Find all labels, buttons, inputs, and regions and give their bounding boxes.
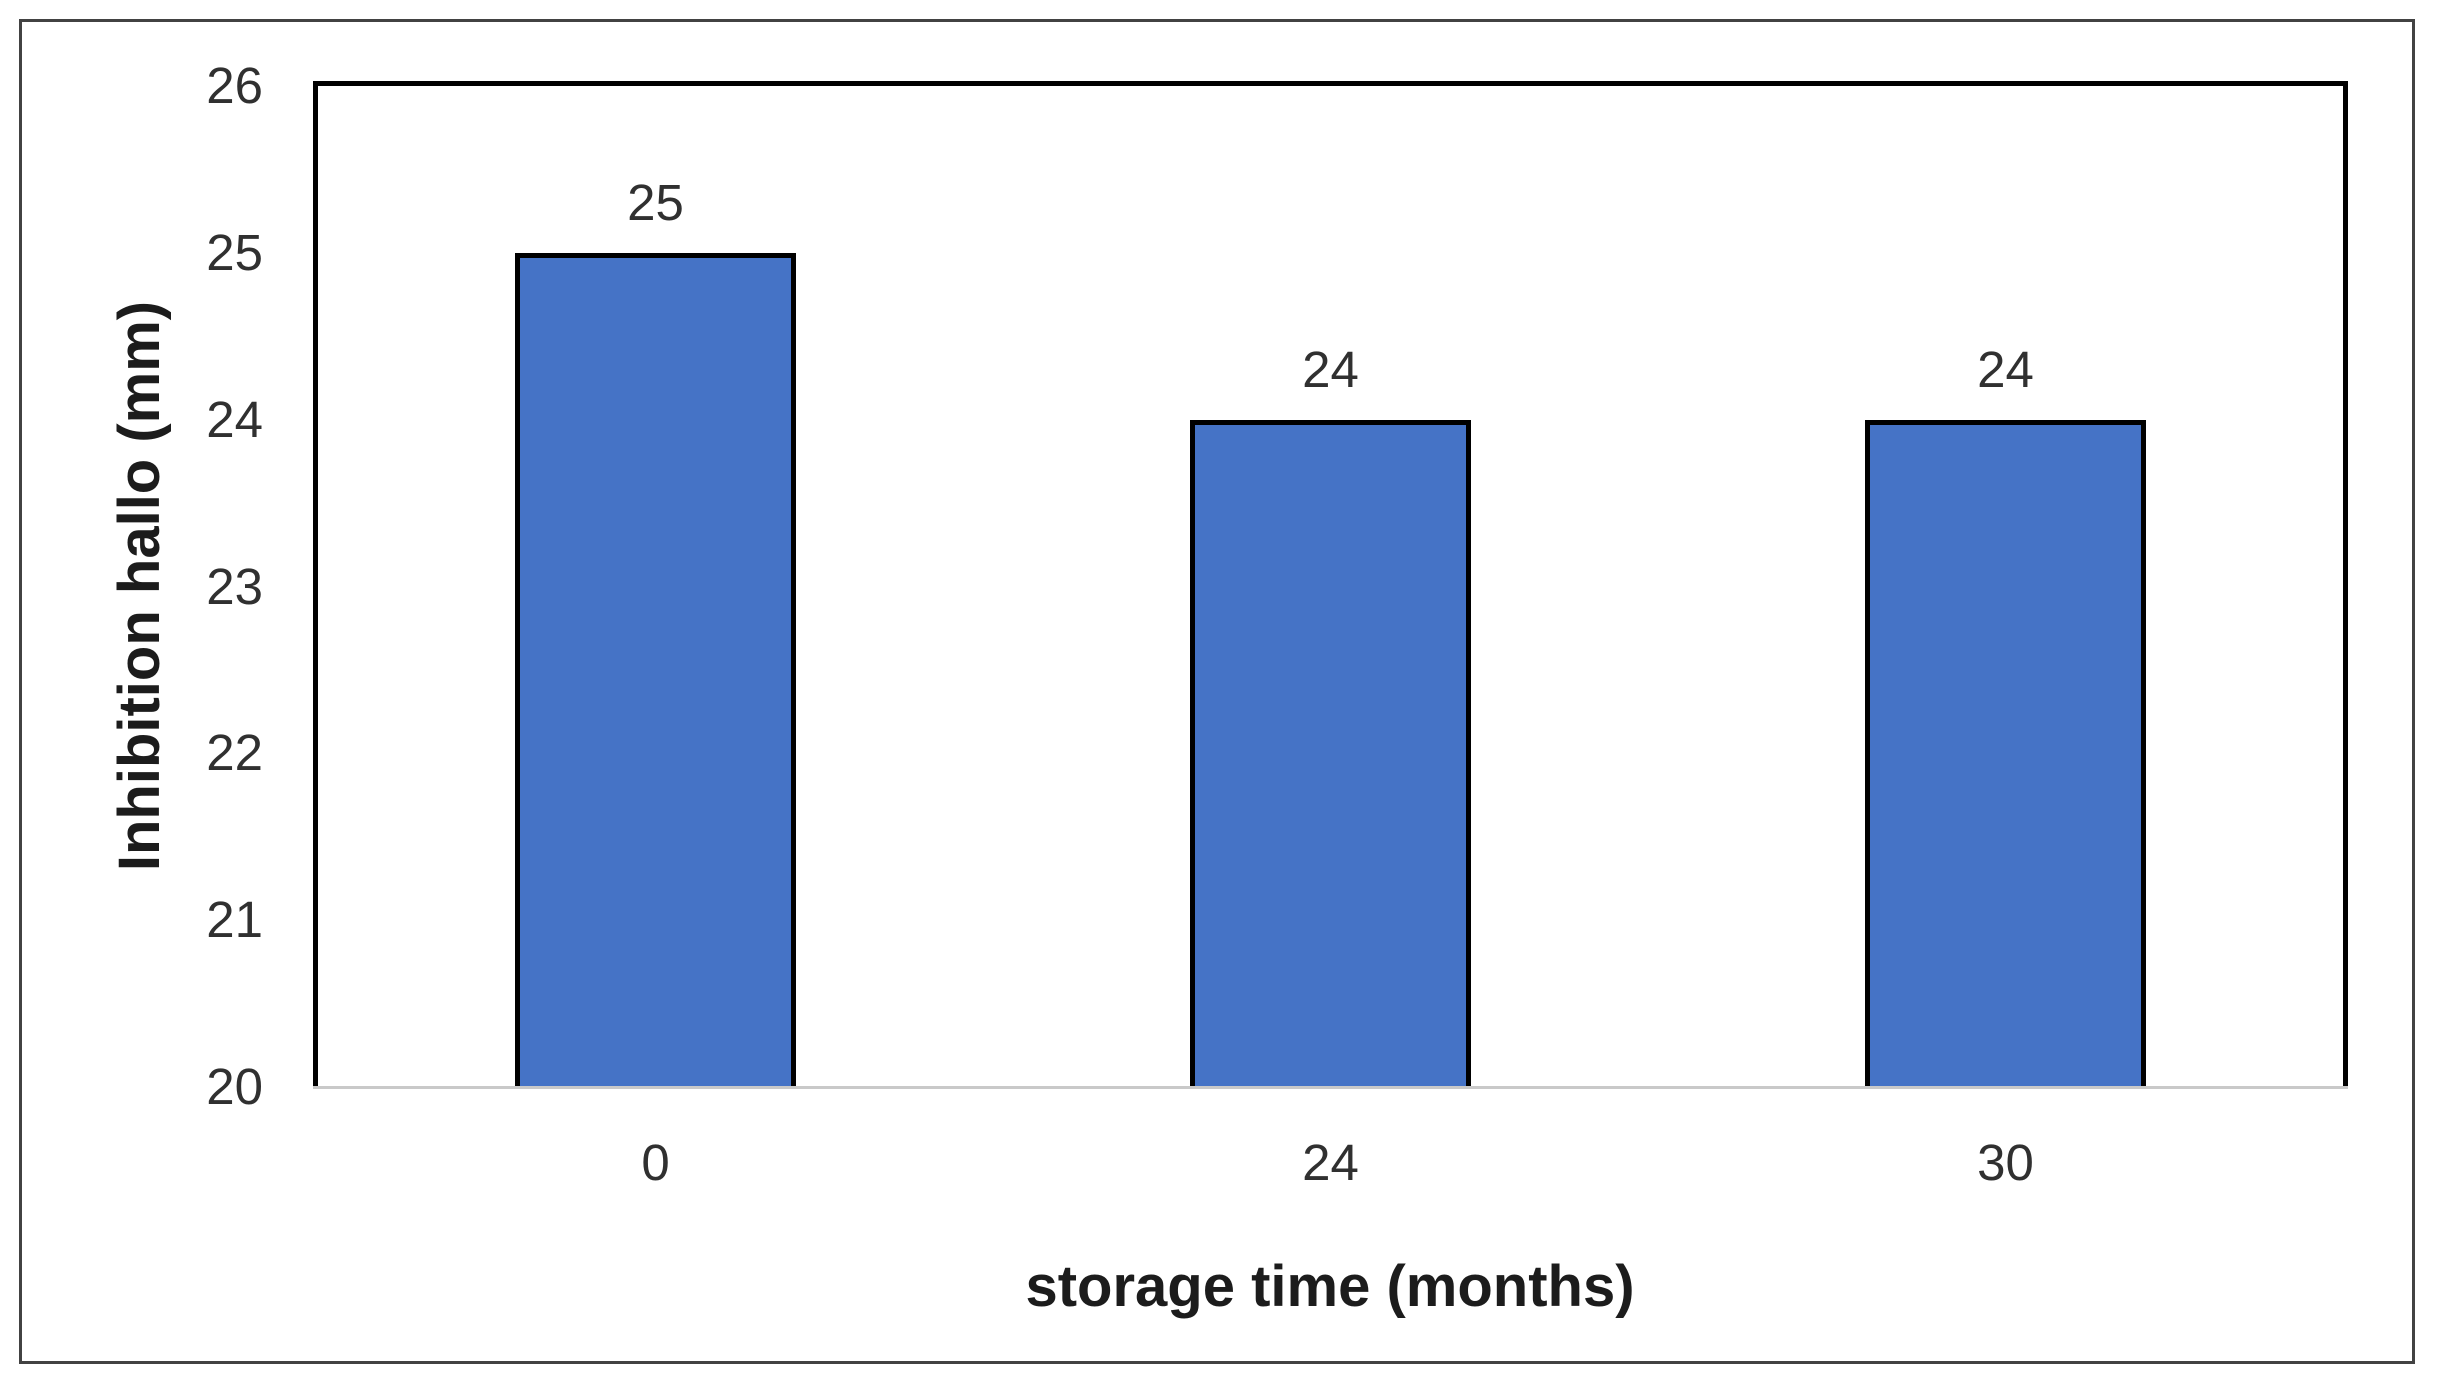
bar-30 <box>1865 419 2146 1087</box>
plot-area: 25 24 24 <box>313 81 2348 1089</box>
y-tick-label: 25 <box>206 223 263 281</box>
x-tick-label: 24 <box>1302 1134 1359 1191</box>
y-axis-title: Inhibition hallo (mm) <box>107 300 172 872</box>
y-tick-label: 20 <box>206 1058 263 1115</box>
y-tick-label: 26 <box>206 57 263 114</box>
y-tick-label: 22 <box>206 724 263 782</box>
x-axis-title: storage time (months) <box>1025 1254 1635 1319</box>
data-label: 25 <box>627 173 684 231</box>
data-label: 24 <box>1977 340 2034 398</box>
x-tick-label: 0 <box>641 1134 670 1191</box>
bars-layer: 25 24 24 <box>318 86 2343 1087</box>
y-tick-label: 21 <box>206 891 263 949</box>
x-axis-line <box>313 1086 2348 1089</box>
x-tick-label: 30 <box>1977 1134 2034 1191</box>
data-label: 24 <box>1302 340 1359 398</box>
bar-24 <box>1190 419 1471 1087</box>
y-tick-label: 24 <box>206 390 263 448</box>
y-tick-label: 23 <box>206 557 263 615</box>
figure-border <box>19 19 2415 1364</box>
bar-0 <box>515 252 796 1087</box>
